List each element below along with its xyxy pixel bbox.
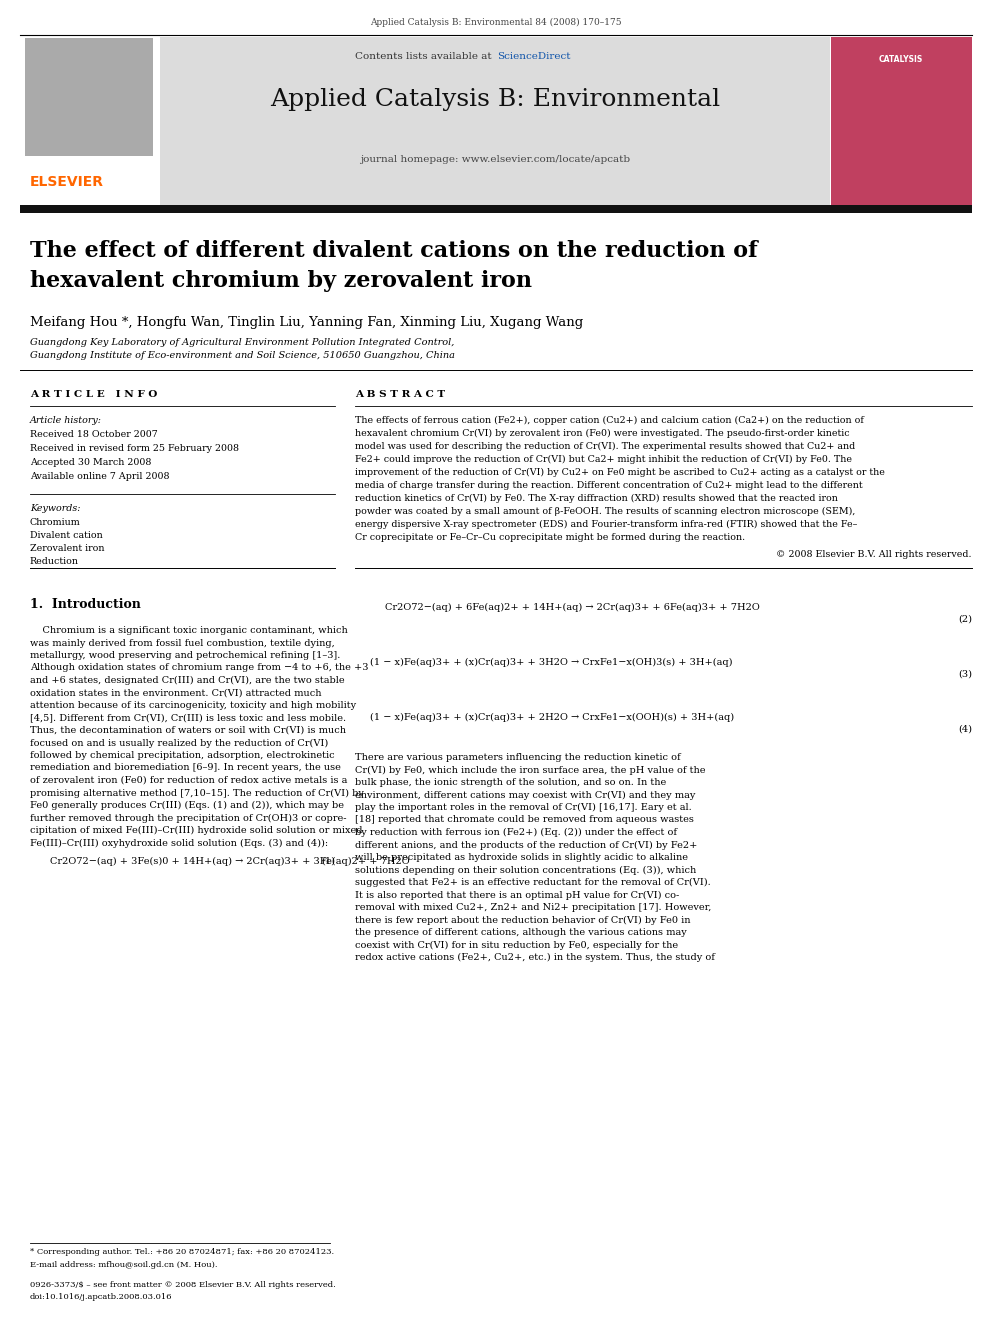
Bar (20, 37, 160, 205)
Bar (160, 37, 830, 205)
Text: Zerovalent iron: Zerovalent iron (30, 544, 104, 553)
Text: was mainly derived from fossil fuel combustion, textile dying,: was mainly derived from fossil fuel comb… (30, 639, 334, 647)
Text: doi:10.1016/j.apcatb.2008.03.016: doi:10.1016/j.apcatb.2008.03.016 (30, 1293, 173, 1301)
Text: reduction kinetics of Cr(VI) by Fe0. The X-ray diffraction (XRD) results showed : reduction kinetics of Cr(VI) by Fe0. The… (355, 493, 838, 503)
Text: A B S T R A C T: A B S T R A C T (355, 390, 445, 400)
Text: redox active cations (Fe2+, Cu2+, etc.) in the system. Thus, the study of: redox active cations (Fe2+, Cu2+, etc.) … (355, 953, 715, 962)
Text: 1.  Introduction: 1. Introduction (30, 598, 141, 611)
Text: Guangdong Key Laboratory of Agricultural Environment Pollution Integrated Contro: Guangdong Key Laboratory of Agricultural… (30, 337, 454, 347)
Text: It is also reported that there is an optimal pH value for Cr(VI) co-: It is also reported that there is an opt… (355, 890, 680, 900)
Text: (2): (2) (958, 615, 972, 624)
Text: There are various parameters influencing the reduction kinetic of: There are various parameters influencing… (355, 753, 681, 762)
Text: (3): (3) (958, 669, 972, 679)
Text: removal with mixed Cu2+, Zn2+ and Ni2+ precipitation [17]. However,: removal with mixed Cu2+, Zn2+ and Ni2+ p… (355, 904, 711, 912)
Text: focused on and is usually realized by the reduction of Cr(VI): focused on and is usually realized by th… (30, 738, 328, 747)
Text: further removed through the precipitation of Cr(OH)3 or copre-: further removed through the precipitatio… (30, 814, 346, 823)
Text: A R T I C L E   I N F O: A R T I C L E I N F O (30, 390, 158, 400)
Bar (20, 205, 972, 213)
Text: remediation and bioremediation [6–9]. In recent years, the use: remediation and bioremediation [6–9]. In… (30, 763, 341, 773)
Text: Received 18 October 2007: Received 18 October 2007 (30, 430, 158, 439)
Text: cipitation of mixed Fe(III)–Cr(III) hydroxide solid solution or mixed: cipitation of mixed Fe(III)–Cr(III) hydr… (30, 826, 362, 835)
Text: energy dispersive X-ray spectrometer (EDS) and Fourier-transform infra-red (FTIR: energy dispersive X-ray spectrometer (ED… (355, 520, 857, 529)
Text: hexavalent chromium by zerovalent iron: hexavalent chromium by zerovalent iron (30, 270, 532, 292)
Text: © 2008 Elsevier B.V. All rights reserved.: © 2008 Elsevier B.V. All rights reserved… (777, 550, 972, 560)
Text: [18] reported that chromate could be removed from aqueous wastes: [18] reported that chromate could be rem… (355, 815, 693, 824)
Text: (1): (1) (321, 857, 335, 867)
Text: Contents lists available at: Contents lists available at (355, 52, 495, 61)
Text: and +6 states, designated Cr(III) and Cr(VI), are the two stable: and +6 states, designated Cr(III) and Cr… (30, 676, 344, 685)
Text: attention because of its carcinogenicity, toxicity and high mobility: attention because of its carcinogenicity… (30, 701, 356, 710)
Text: * Corresponding author. Tel.: +86 20 87024871; fax: +86 20 87024123.: * Corresponding author. Tel.: +86 20 870… (30, 1248, 334, 1256)
Text: promising alternative method [7,10–15]. The reduction of Cr(VI) by: promising alternative method [7,10–15]. … (30, 789, 364, 798)
Text: Reduction: Reduction (30, 557, 79, 566)
Text: Cr coprecipitate or Fe–Cr–Cu coprecipitate might be formed during the reaction.: Cr coprecipitate or Fe–Cr–Cu coprecipita… (355, 533, 745, 542)
Text: Received in revised form 25 February 2008: Received in revised form 25 February 200… (30, 445, 239, 452)
Text: [4,5]. Different from Cr(VI), Cr(III) is less toxic and less mobile.: [4,5]. Different from Cr(VI), Cr(III) is… (30, 713, 346, 722)
Text: CATALYSIS: CATALYSIS (879, 56, 924, 64)
Text: Fe2+ could improve the reduction of Cr(VI) but Ca2+ might inhibit the reduction : Fe2+ could improve the reduction of Cr(V… (355, 455, 852, 464)
Text: (1 − x)Fe(aq)3+ + (x)Cr(aq)3+ + 3H2O → CrxFe1−x(OH)3(s) + 3H+(aq): (1 − x)Fe(aq)3+ + (x)Cr(aq)3+ + 3H2O → C… (370, 658, 732, 667)
Text: coexist with Cr(VI) for in situ reduction by Fe0, especially for the: coexist with Cr(VI) for in situ reductio… (355, 941, 679, 950)
Text: Divalent cation: Divalent cation (30, 531, 103, 540)
Text: journal homepage: www.elsevier.com/locate/apcatb: journal homepage: www.elsevier.com/locat… (360, 155, 630, 164)
Text: hexavalent chromium Cr(VI) by zerovalent iron (Fe0) were investigated. The pseud: hexavalent chromium Cr(VI) by zerovalent… (355, 429, 849, 438)
Text: E-mail address: mfhou@soil.gd.cn (M. Hou).: E-mail address: mfhou@soil.gd.cn (M. Hou… (30, 1261, 217, 1269)
Text: by reduction with ferrous ion (Fe2+) (Eq. (2)) under the effect of: by reduction with ferrous ion (Fe2+) (Eq… (355, 828, 677, 837)
Text: Cr2O72−(aq) + 6Fe(aq)2+ + 14H+(aq) → 2Cr(aq)3+ + 6Fe(aq)3+ + 7H2O: Cr2O72−(aq) + 6Fe(aq)2+ + 14H+(aq) → 2Cr… (385, 603, 760, 613)
Text: solutions depending on their solution concentrations (Eq. (3)), which: solutions depending on their solution co… (355, 865, 696, 875)
Text: (4): (4) (958, 725, 972, 734)
Text: media of charge transfer during the reaction. Different concentration of Cu2+ mi: media of charge transfer during the reac… (355, 482, 863, 490)
Text: play the important roles in the removal of Cr(VI) [16,17]. Eary et al.: play the important roles in the removal … (355, 803, 691, 812)
Text: Applied Catalysis B: Environmental 84 (2008) 170–175: Applied Catalysis B: Environmental 84 (2… (370, 19, 622, 28)
Text: metallurgy, wood preserving and petrochemical refining [1–3].: metallurgy, wood preserving and petroche… (30, 651, 340, 660)
Text: the presence of different cations, although the various cations may: the presence of different cations, altho… (355, 927, 686, 937)
Text: ScienceDirect: ScienceDirect (497, 52, 570, 61)
Text: followed by chemical precipitation, adsorption, electrokinetic: followed by chemical precipitation, adso… (30, 751, 334, 759)
Text: Chromium is a significant toxic inorganic contaminant, which: Chromium is a significant toxic inorgani… (30, 626, 348, 635)
Text: oxidation states in the environment. Cr(VI) attracted much: oxidation states in the environment. Cr(… (30, 688, 321, 697)
Text: Cr2O72−(aq) + 3Fe(s)0 + 14H+(aq) → 2Cr(aq)3+ + 3Fe(aq)2+ + 7H2O: Cr2O72−(aq) + 3Fe(s)0 + 14H+(aq) → 2Cr(a… (50, 857, 410, 867)
Text: environment, different cations may coexist with Cr(VI) and they may: environment, different cations may coexi… (355, 791, 695, 799)
Text: Although oxidation states of chromium range from −4 to +6, the +3: Although oxidation states of chromium ra… (30, 664, 368, 672)
Text: Chromium: Chromium (30, 519, 80, 527)
Bar (25, 38, 153, 156)
Text: suggested that Fe2+ is an effective reductant for the removal of Cr(VI).: suggested that Fe2+ is an effective redu… (355, 878, 710, 888)
Text: The effect of different divalent cations on the reduction of: The effect of different divalent cations… (30, 239, 758, 262)
Text: model was used for describing the reduction of Cr(VI). The experimental results : model was used for describing the reduct… (355, 442, 855, 451)
Text: Applied Catalysis B: Environmental: Applied Catalysis B: Environmental (270, 89, 720, 111)
Text: 0926-3373/$ – see front matter © 2008 Elsevier B.V. All rights reserved.: 0926-3373/$ – see front matter © 2008 El… (30, 1281, 335, 1289)
Text: Accepted 30 March 2008: Accepted 30 March 2008 (30, 458, 152, 467)
Text: different anions, and the products of the reduction of Cr(VI) by Fe2+: different anions, and the products of th… (355, 840, 697, 849)
Text: Article history:: Article history: (30, 415, 102, 425)
Text: Fe(III)–Cr(III) oxyhydroxide solid solution (Eqs. (3) and (4)):: Fe(III)–Cr(III) oxyhydroxide solid solut… (30, 839, 328, 848)
Text: of zerovalent iron (Fe0) for reduction of redox active metals is a: of zerovalent iron (Fe0) for reduction o… (30, 777, 347, 785)
Text: bulk phase, the ionic strength of the solution, and so on. In the: bulk phase, the ionic strength of the so… (355, 778, 667, 787)
Text: Keywords:: Keywords: (30, 504, 80, 513)
Text: ELSEVIER: ELSEVIER (30, 175, 104, 189)
Text: improvement of the reduction of Cr(VI) by Cu2+ on Fe0 might be ascribed to Cu2+ : improvement of the reduction of Cr(VI) b… (355, 468, 885, 478)
Bar (831, 37, 972, 205)
Text: Guangdong Institute of Eco-environment and Soil Science, 510650 Guangzhou, China: Guangdong Institute of Eco-environment a… (30, 351, 455, 360)
Text: Cr(VI) by Fe0, which include the iron surface area, the pH value of the: Cr(VI) by Fe0, which include the iron su… (355, 766, 705, 775)
Text: Available online 7 April 2008: Available online 7 April 2008 (30, 472, 170, 482)
Text: Meifang Hou *, Hongfu Wan, Tinglin Liu, Yanning Fan, Xinming Liu, Xugang Wang: Meifang Hou *, Hongfu Wan, Tinglin Liu, … (30, 316, 583, 329)
Text: (1 − x)Fe(aq)3+ + (x)Cr(aq)3+ + 2H2O → CrxFe1−x(OOH)(s) + 3H+(aq): (1 − x)Fe(aq)3+ + (x)Cr(aq)3+ + 2H2O → C… (370, 713, 734, 722)
Text: Fe0 generally produces Cr(III) (Eqs. (1) and (2)), which may be: Fe0 generally produces Cr(III) (Eqs. (1)… (30, 800, 344, 810)
Text: there is few report about the reduction behavior of Cr(VI) by Fe0 in: there is few report about the reduction … (355, 916, 690, 925)
Text: will be precipitated as hydroxide solids in slightly acidic to alkaline: will be precipitated as hydroxide solids… (355, 853, 688, 863)
Text: The effects of ferrous cation (Fe2+), copper cation (Cu2+) and calcium cation (C: The effects of ferrous cation (Fe2+), co… (355, 415, 864, 425)
Text: powder was coated by a small amount of β-FeOOH. The results of scanning electron: powder was coated by a small amount of β… (355, 507, 855, 516)
Text: Thus, the decontamination of waters or soil with Cr(VI) is much: Thus, the decontamination of waters or s… (30, 726, 346, 736)
